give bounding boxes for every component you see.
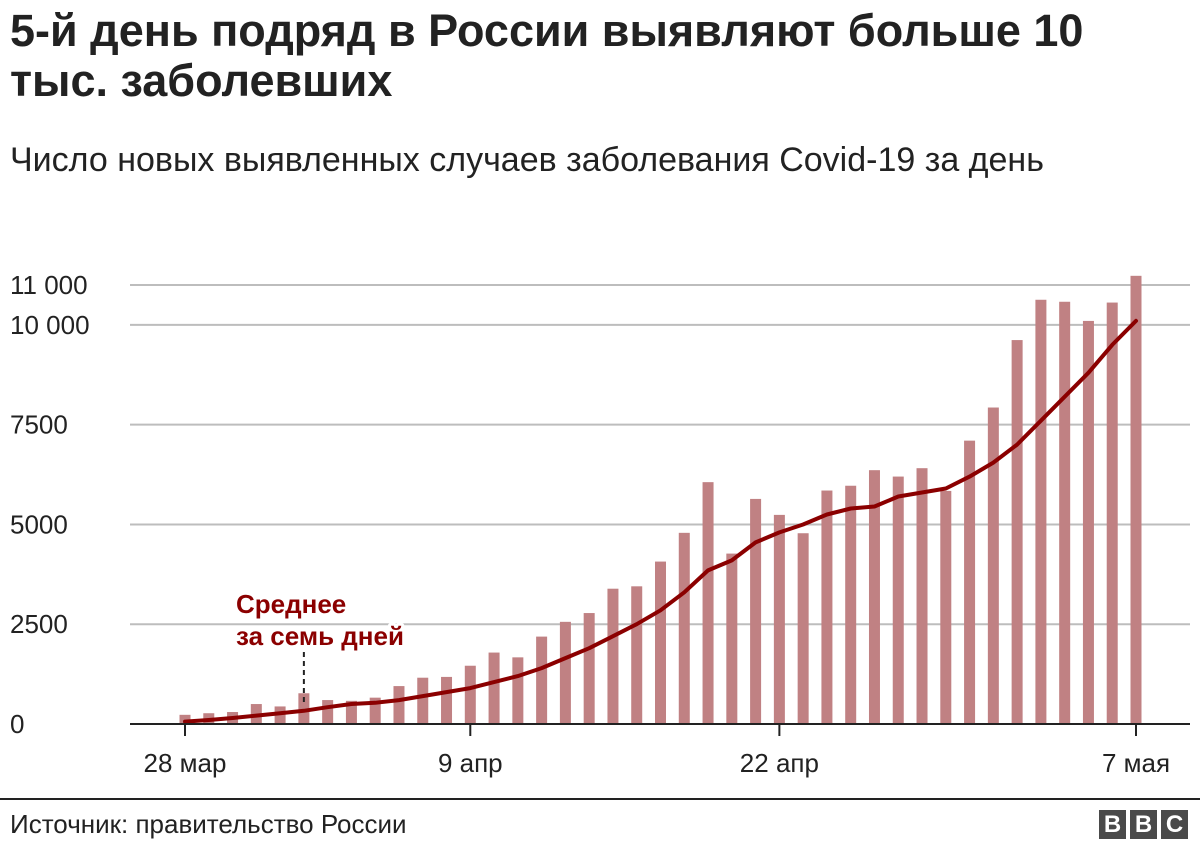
bar — [536, 636, 548, 724]
bar-line-chart: 0 2500 5000 7500 10 000 11 000 28 мар 9 апр 22 … — [10, 270, 1190, 778]
y-tick-labels: 0 2500 5000 7500 10 000 11 000 — [10, 270, 90, 739]
bar — [298, 693, 310, 724]
bar — [726, 553, 738, 724]
bar — [369, 697, 381, 724]
avg-line — [183, 318, 1138, 724]
bar — [655, 561, 666, 724]
bar — [750, 498, 762, 724]
bar — [987, 407, 999, 724]
y-tick-label: 0 — [10, 709, 24, 739]
bar — [845, 485, 857, 724]
x-tick-label: 22 апр — [740, 748, 819, 778]
chart-subtitle: Число новых выявленных случаев заболеван… — [10, 141, 1044, 179]
bar — [940, 490, 952, 724]
bar — [678, 532, 690, 724]
bar — [441, 676, 453, 724]
avg-line-series — [183, 318, 1138, 724]
annotation-label: за семь дней — [236, 621, 404, 651]
bar — [274, 706, 286, 724]
x-axis: 28 мар 9 апр 22 апр 7 мая — [130, 723, 1190, 778]
bar — [345, 700, 357, 724]
bar-series — [179, 275, 1142, 724]
bar — [868, 470, 880, 724]
y-tick-label: 11 000 — [10, 270, 88, 300]
bar — [583, 613, 595, 724]
bar — [916, 468, 928, 724]
bbc-logo-letter: B — [1099, 810, 1126, 839]
chart-title: 5-й день подряд в России выявляют больше… — [10, 5, 1084, 106]
bar — [179, 714, 191, 724]
bar — [702, 482, 714, 724]
bar — [1011, 340, 1023, 724]
x-tick-label: 9 апр — [438, 748, 503, 778]
bbc-logo: B B C — [1099, 810, 1188, 839]
x-tick-label: 28 мар — [144, 748, 227, 778]
bar — [964, 440, 976, 724]
annotation-label: Среднее — [236, 589, 346, 619]
bar — [559, 621, 571, 724]
y-tick-label: 10 000 — [10, 310, 90, 340]
bar — [1082, 320, 1094, 724]
bar — [488, 652, 500, 724]
y-tick-label: 2500 — [10, 609, 68, 639]
bbc-logo-letter: B — [1130, 810, 1157, 839]
bar — [1059, 301, 1071, 724]
bar — [1035, 299, 1047, 724]
bar — [821, 490, 833, 724]
bar — [417, 677, 429, 724]
source-note: Источник: правительство России — [10, 809, 407, 839]
bar — [1130, 275, 1142, 724]
bar — [393, 686, 405, 724]
bar — [773, 514, 785, 724]
bar — [797, 533, 809, 724]
bar — [631, 586, 643, 724]
bar — [322, 700, 334, 724]
bar — [512, 657, 524, 724]
footer-divider — [0, 798, 1200, 800]
y-tick-label: 5000 — [10, 509, 68, 539]
bar — [607, 588, 619, 724]
bbc-logo-letter: C — [1161, 810, 1188, 839]
bar — [892, 476, 904, 724]
bar — [464, 665, 476, 724]
bar — [1106, 302, 1118, 724]
x-tick-label: 7 мая — [1102, 748, 1170, 778]
y-tick-label: 7500 — [10, 410, 68, 440]
